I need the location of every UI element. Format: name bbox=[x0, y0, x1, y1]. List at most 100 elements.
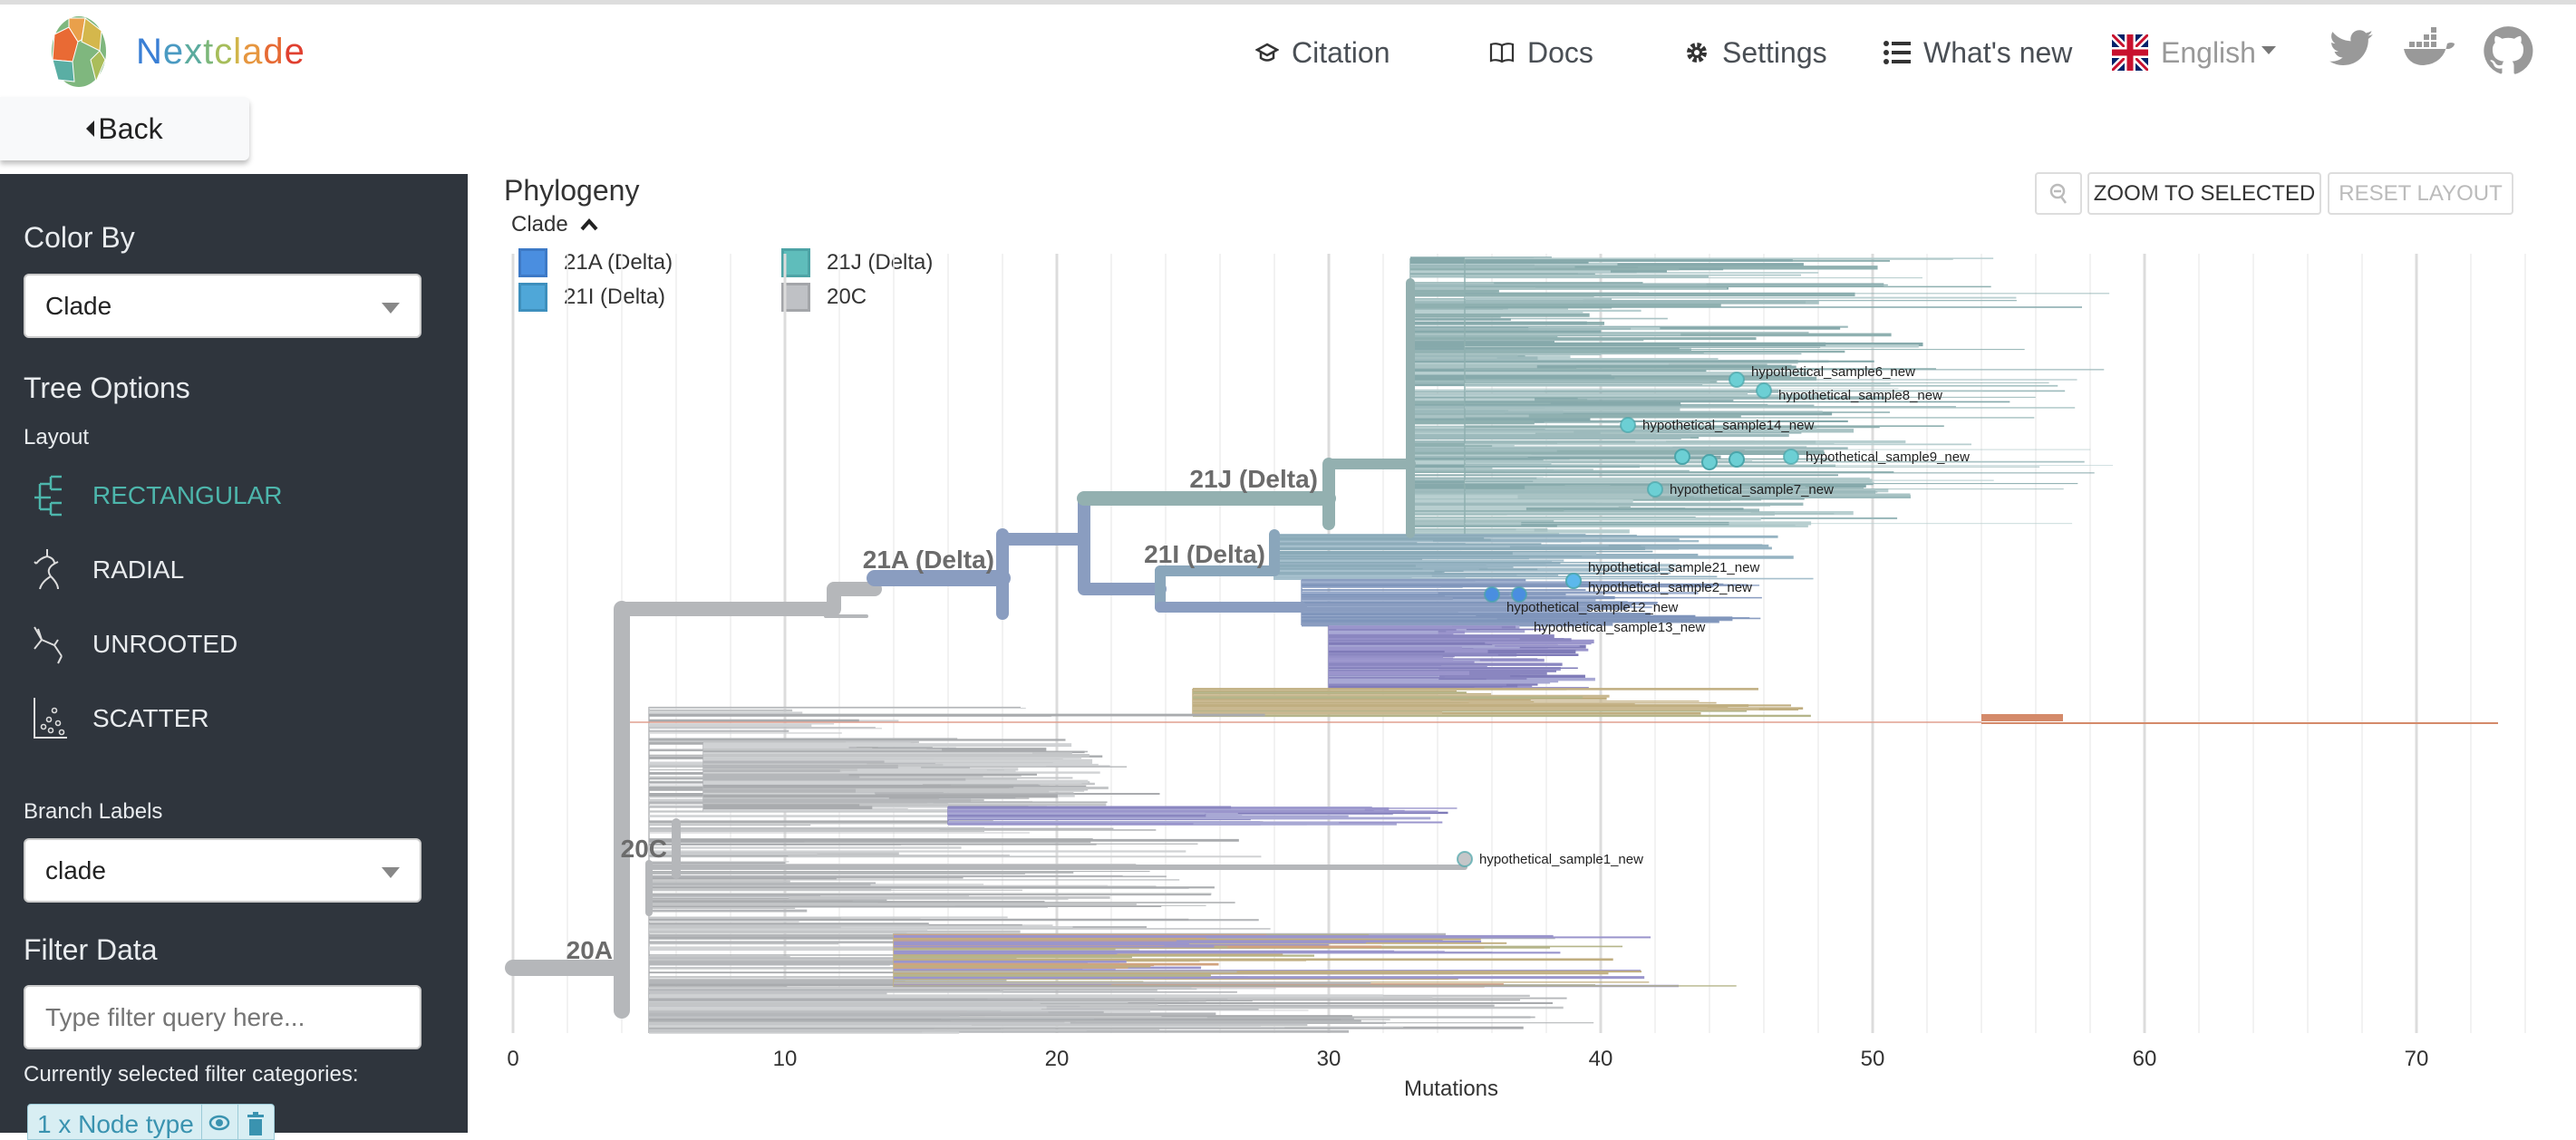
legend-label: 20C bbox=[827, 285, 867, 309]
sample-node[interactable] bbox=[1484, 586, 1500, 603]
sample-label: hypothetical_sample9_new bbox=[1806, 449, 1970, 465]
sample-node[interactable] bbox=[1783, 449, 1799, 465]
current-filters-label: Currently selected filter categories: bbox=[24, 1062, 359, 1087]
nav-whats-new[interactable]: What's new bbox=[1884, 27, 2072, 78]
twitter-icon[interactable] bbox=[2325, 25, 2377, 72]
brand-link[interactable]: Nextclade bbox=[42, 14, 305, 89]
sample-node[interactable] bbox=[1729, 451, 1745, 468]
legend-title: Clade bbox=[511, 212, 568, 237]
sample-node[interactable] bbox=[1674, 449, 1690, 465]
legend-swatch bbox=[518, 248, 547, 277]
x-tick-label: 60 bbox=[2133, 1047, 2157, 1071]
nav-label: What's new bbox=[1923, 35, 2073, 69]
legend-item[interactable]: 21A (Delta) bbox=[518, 248, 673, 277]
layout-rectangular[interactable]: RECTANGULAR bbox=[31, 473, 283, 518]
sample-label: hypothetical_sample13_new bbox=[1534, 620, 1705, 635]
sample-node[interactable] bbox=[1565, 573, 1582, 589]
sample-node[interactable] bbox=[1701, 454, 1718, 470]
sample-label: hypothetical_sample14_new bbox=[1642, 418, 1814, 433]
tree-branch bbox=[1155, 529, 1280, 576]
docker-icon[interactable] bbox=[2402, 25, 2456, 72]
clade-label-21a: 21A (Delta) bbox=[863, 546, 994, 574]
color-by-select[interactable]: Clade bbox=[24, 274, 421, 338]
github-icon[interactable] bbox=[2482, 25, 2534, 76]
eye-icon[interactable] bbox=[200, 1105, 237, 1139]
nav-settings[interactable]: Settings bbox=[1684, 27, 1827, 78]
layout-label: Layout bbox=[24, 425, 90, 449]
tree-branch bbox=[824, 607, 868, 618]
branch-labels-select[interactable]: clade bbox=[24, 838, 421, 903]
sample-node[interactable] bbox=[1647, 481, 1663, 498]
uk-flag-icon bbox=[2112, 34, 2148, 71]
rectangular-tree-icon bbox=[34, 475, 62, 517]
sidebar: Color By Clade Tree Options Layout RECTA… bbox=[0, 174, 468, 1140]
nav-label: Settings bbox=[1722, 35, 1827, 69]
clade-label-21j: 21J (Delta) bbox=[1189, 465, 1318, 493]
caret-left-icon bbox=[86, 121, 95, 137]
clade-label-20c: 20C bbox=[621, 835, 667, 863]
brand-name: Nextclade bbox=[136, 31, 305, 72]
unrooted-tree-icon bbox=[34, 626, 63, 664]
sample-node[interactable] bbox=[1457, 851, 1473, 867]
sample-label: hypothetical_sample1_new bbox=[1479, 852, 1643, 867]
back-label: Back bbox=[98, 111, 163, 145]
graduation-cap-icon bbox=[1255, 43, 1279, 62]
panel-title: Phylogeny bbox=[504, 174, 640, 207]
x-tick-label: 0 bbox=[507, 1047, 518, 1071]
branch-labels-value: clade bbox=[45, 855, 106, 884]
layout-label: SCATTER bbox=[92, 704, 209, 732]
x-tick-label: 30 bbox=[1317, 1047, 1341, 1071]
radial-tree-icon bbox=[34, 549, 59, 590]
x-tick-label: 40 bbox=[1589, 1047, 1613, 1071]
branch-labels-heading: Branch Labels bbox=[24, 799, 163, 824]
book-icon bbox=[1489, 43, 1515, 63]
x-tick-label: 20 bbox=[1045, 1047, 1070, 1071]
top-border bbox=[0, 0, 2576, 5]
legend-item[interactable]: 21I (Delta) bbox=[518, 283, 665, 312]
legend-label: 21I (Delta) bbox=[564, 285, 666, 309]
sample-label: hypothetical_sample8_new bbox=[1778, 388, 1942, 403]
layout-radial[interactable]: RADIAL bbox=[31, 547, 184, 593]
legend-label: 21A (Delta) bbox=[564, 250, 673, 275]
zoom-to-selected-button[interactable]: ZOOM TO SELECTED bbox=[2087, 172, 2321, 215]
clade-label-20a: 20A bbox=[567, 936, 613, 964]
x-tick-label: 10 bbox=[773, 1047, 798, 1071]
zoom-out-icon bbox=[2049, 183, 2068, 204]
phylogeny-tree[interactable]: 21J (Delta) 21A (Delta) 21I (Delta) 20C … bbox=[468, 172, 2576, 1133]
sample-node[interactable] bbox=[1756, 382, 1772, 399]
filter-chip-label[interactable]: 1 x Node type bbox=[37, 1110, 194, 1138]
zoom-out-button[interactable] bbox=[2035, 172, 2082, 215]
sample-label: hypothetical_sample6_new bbox=[1751, 364, 1915, 380]
x-tick-label: 50 bbox=[1861, 1047, 1885, 1071]
nextclade-logo-icon bbox=[52, 16, 106, 87]
sample-node[interactable] bbox=[1729, 372, 1745, 388]
filter-input[interactable] bbox=[24, 985, 421, 1049]
chevron-down-icon bbox=[382, 867, 400, 878]
layout-label: UNROOTED bbox=[92, 630, 238, 658]
filter-chip: 1 x Node type bbox=[27, 1104, 275, 1140]
scatter-plot-icon bbox=[34, 698, 67, 739]
color-by-heading: Color By bbox=[24, 221, 135, 254]
nav-label: Citation bbox=[1292, 35, 1390, 69]
sample-label: hypothetical_sample21_new bbox=[1588, 560, 1759, 575]
trash-icon[interactable] bbox=[237, 1105, 274, 1139]
sample-node[interactable] bbox=[1620, 417, 1636, 433]
caret-down-icon bbox=[2261, 45, 2276, 54]
tree-branch bbox=[1078, 492, 1167, 595]
clade-label-21i: 21I (Delta) bbox=[1144, 540, 1265, 568]
sample-label: hypothetical_sample7_new bbox=[1670, 482, 1834, 498]
back-button[interactable]: Back bbox=[0, 97, 249, 160]
layout-label: RECTANGULAR bbox=[92, 481, 283, 509]
nav-citation[interactable]: Citation bbox=[1255, 27, 1390, 78]
sample-node[interactable] bbox=[1511, 586, 1527, 603]
reset-layout-button[interactable]: RESET LAYOUT bbox=[2328, 172, 2513, 215]
layout-scatter[interactable]: SCATTER bbox=[31, 696, 209, 741]
legend-toggle[interactable]: Clade bbox=[511, 212, 599, 237]
nav-docs[interactable]: Docs bbox=[1489, 27, 1593, 78]
language-dropdown[interactable]: English bbox=[2112, 27, 2276, 78]
layout-unrooted[interactable]: UNROOTED bbox=[31, 622, 237, 667]
list-icon bbox=[1884, 41, 1911, 64]
language-label: English bbox=[2161, 35, 2256, 69]
tree-branch bbox=[615, 582, 882, 616]
legend-swatch bbox=[518, 283, 547, 312]
